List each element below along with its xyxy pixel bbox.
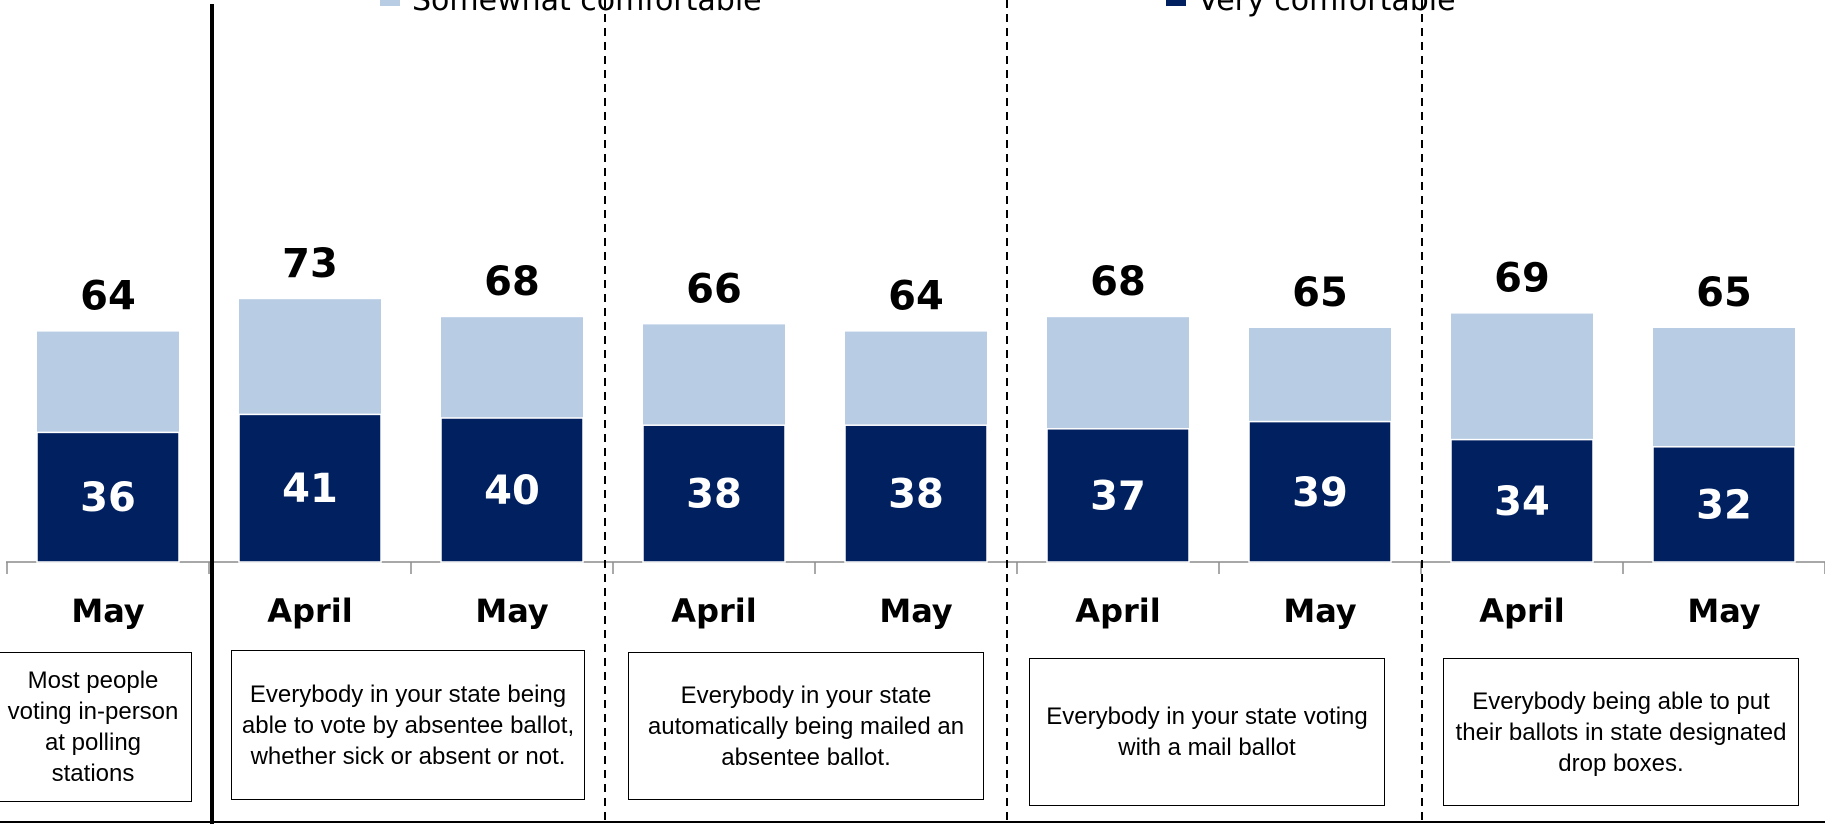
bar-very-comfortable (1248, 420, 1392, 563)
data-label-very: 32 (1696, 482, 1752, 528)
bar-very-comfortable (642, 424, 786, 563)
bar-very-comfortable (36, 431, 180, 563)
bar-somewhat-comfortable (643, 324, 785, 426)
data-label-total: 65 (1292, 270, 1348, 316)
group-description-box: Most people voting in-person at polling … (0, 652, 192, 802)
category-label: May (1283, 592, 1356, 630)
data-label-very: 36 (80, 475, 136, 521)
data-label-total: 64 (80, 274, 136, 320)
legend-label-somewhat: Somewhat comfortable (412, 0, 762, 18)
category-label: May (879, 592, 952, 630)
bar-very-comfortable (440, 417, 584, 563)
bar-very-comfortable (844, 424, 988, 563)
data-label-very: 34 (1494, 479, 1550, 525)
data-label-total: 73 (282, 241, 338, 287)
category-label: May (1687, 592, 1760, 630)
bar-somewhat-comfortable (1249, 328, 1391, 422)
bar-very-comfortable (1046, 428, 1190, 563)
bar-somewhat-comfortable (1451, 313, 1593, 440)
bar-somewhat-comfortable (1047, 317, 1189, 429)
category-label: May (475, 592, 548, 630)
data-label-total: 65 (1696, 270, 1752, 316)
category-label: April (671, 592, 756, 630)
bar-very-comfortable (1450, 438, 1594, 563)
category-label: April (1075, 592, 1160, 630)
category-label: April (1479, 592, 1564, 630)
group-description-box: Everybody being able to put their ballot… (1443, 658, 1799, 806)
data-label-very: 38 (686, 472, 742, 518)
data-label-very: 37 (1090, 473, 1146, 519)
legend-swatch-very (1166, 0, 1186, 6)
data-label-total: 68 (1090, 259, 1146, 305)
legend-label-very: Very comfortable (1198, 0, 1456, 18)
data-label-total: 68 (484, 259, 540, 305)
bar-somewhat-comfortable (239, 299, 381, 415)
group-description-box: Everybody in your state voting with a ma… (1029, 658, 1385, 806)
data-label-total: 64 (888, 274, 944, 320)
bar-very-comfortable (238, 413, 382, 563)
data-label-very: 40 (484, 468, 540, 514)
bar-somewhat-comfortable (845, 331, 987, 426)
category-label: April (267, 592, 352, 630)
bar-somewhat-comfortable (37, 331, 179, 433)
data-label-total: 66 (686, 266, 742, 312)
bar-very-comfortable (1652, 446, 1796, 563)
group-description-box: Everybody in your state automatically be… (628, 652, 984, 800)
bar-somewhat-comfortable (1653, 328, 1795, 447)
data-label-very: 41 (282, 466, 338, 512)
data-label-very: 38 (888, 472, 944, 518)
bar-somewhat-comfortable (441, 317, 583, 418)
data-label-total: 69 (1494, 256, 1550, 302)
category-label: May (71, 592, 144, 630)
group-description-box: Everybody in your state being able to vo… (231, 650, 585, 800)
data-label-very: 39 (1292, 470, 1348, 516)
legend-swatch-somewhat (380, 0, 400, 6)
